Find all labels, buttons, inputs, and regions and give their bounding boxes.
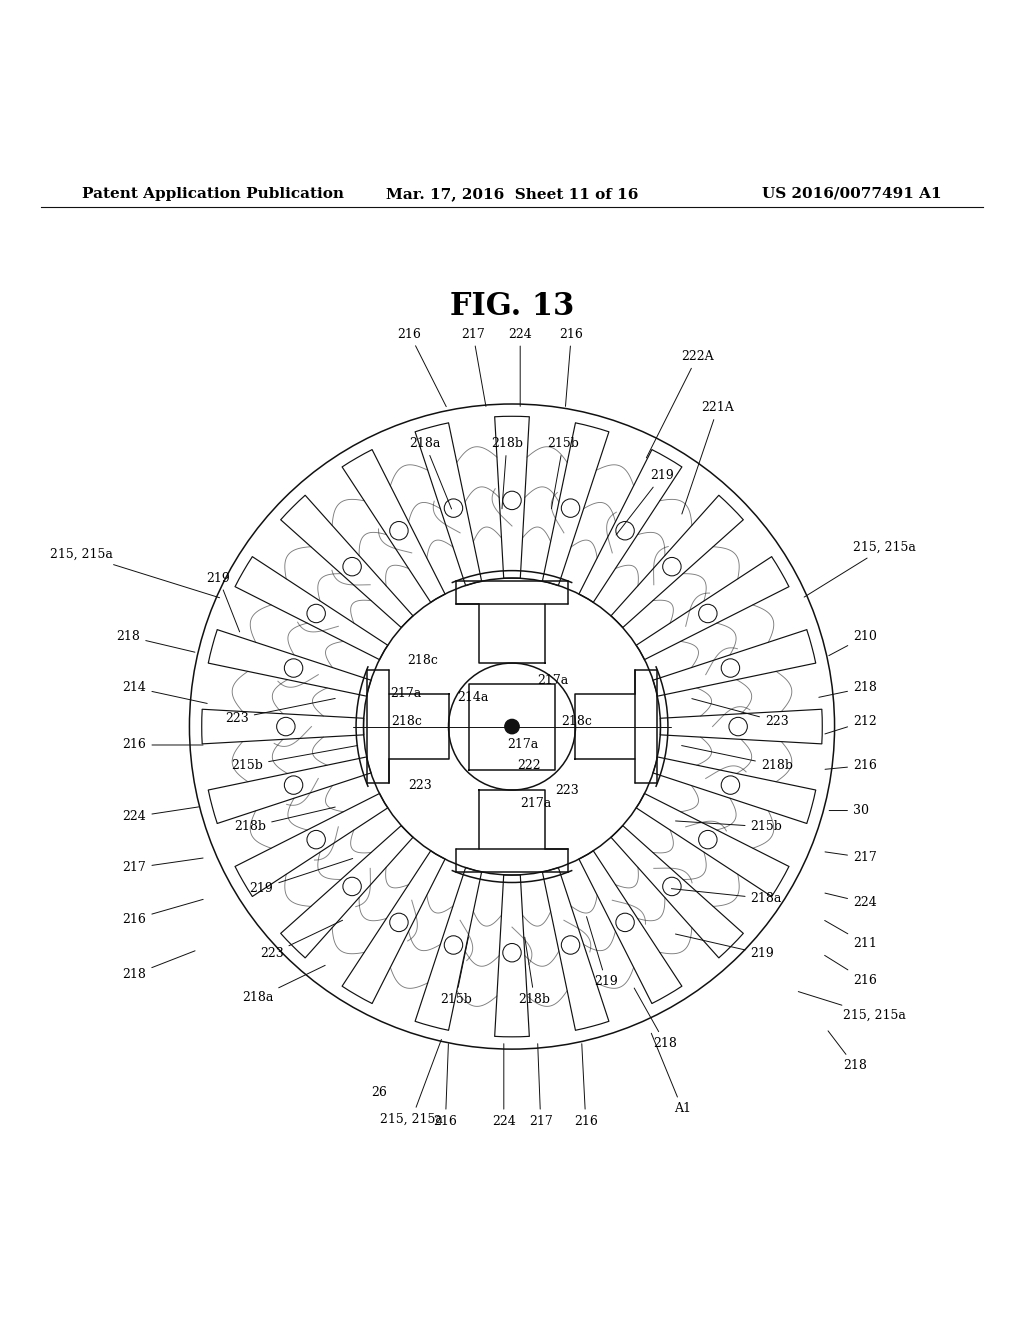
Text: 218a: 218a <box>672 888 782 906</box>
Circle shape <box>505 719 519 734</box>
Text: 26: 26 <box>371 1085 387 1098</box>
Text: 216: 216 <box>433 1044 458 1127</box>
Text: 216: 216 <box>123 899 203 925</box>
Text: 215b: 215b <box>547 437 580 508</box>
Text: 222A: 222A <box>646 350 714 458</box>
Text: 224: 224 <box>508 327 532 407</box>
Text: 211: 211 <box>824 920 877 950</box>
Text: 218c: 218c <box>408 653 438 667</box>
Text: 216: 216 <box>123 738 203 751</box>
Text: 218a: 218a <box>410 437 452 510</box>
Text: A1: A1 <box>651 1034 691 1115</box>
Text: 218b: 218b <box>490 437 523 508</box>
Text: 214: 214 <box>123 681 207 704</box>
Text: 217a: 217a <box>538 675 569 686</box>
Text: 218: 218 <box>117 630 195 652</box>
Text: 216: 216 <box>825 759 877 772</box>
Text: 218b: 218b <box>682 746 793 772</box>
Text: 219: 219 <box>250 858 352 895</box>
Text: 216: 216 <box>573 1044 598 1127</box>
Text: 217a: 217a <box>507 738 539 751</box>
Text: 215, 215a: 215, 215a <box>380 1039 443 1126</box>
Text: 223: 223 <box>409 779 432 792</box>
Text: 216: 216 <box>559 327 584 407</box>
Text: Mar. 17, 2016  Sheet 11 of 16: Mar. 17, 2016 Sheet 11 of 16 <box>386 187 638 201</box>
Text: 215b: 215b <box>676 821 782 833</box>
Text: 30: 30 <box>829 804 869 817</box>
Text: 218: 218 <box>634 989 677 1049</box>
Text: 218b: 218b <box>234 807 335 833</box>
Text: FIG. 13: FIG. 13 <box>450 292 574 322</box>
Text: 223: 223 <box>555 784 579 796</box>
Text: 212: 212 <box>825 715 877 734</box>
Text: 219: 219 <box>207 572 240 632</box>
Text: 224: 224 <box>492 1044 516 1127</box>
Text: 215, 215a: 215, 215a <box>799 991 905 1022</box>
Text: 218: 218 <box>828 1031 866 1072</box>
Text: 210: 210 <box>828 630 877 656</box>
Text: 217a: 217a <box>390 688 422 701</box>
Text: 216: 216 <box>397 327 446 407</box>
Text: 214a: 214a <box>458 692 488 705</box>
Text: 222: 222 <box>517 759 541 772</box>
Text: 217: 217 <box>123 858 203 874</box>
Text: 218: 218 <box>123 950 195 981</box>
Text: 215, 215a: 215, 215a <box>804 541 915 597</box>
Text: 223: 223 <box>225 698 335 725</box>
Text: 217a: 217a <box>520 797 552 810</box>
Text: 218: 218 <box>819 681 877 697</box>
Text: 218b: 218b <box>518 937 551 1006</box>
Text: 218c: 218c <box>561 715 592 727</box>
Text: 217: 217 <box>461 327 486 407</box>
Text: 223: 223 <box>692 698 788 727</box>
Text: 224: 224 <box>123 807 199 824</box>
Text: 218c: 218c <box>391 715 422 727</box>
Text: 215, 215a: 215, 215a <box>50 548 219 598</box>
Text: 215b: 215b <box>231 746 357 772</box>
Text: 217: 217 <box>825 851 877 865</box>
Text: 223: 223 <box>260 920 343 961</box>
Text: 216: 216 <box>824 956 877 987</box>
Text: Patent Application Publication: Patent Application Publication <box>82 187 344 201</box>
Text: 219: 219 <box>616 469 674 535</box>
Text: 219: 219 <box>676 935 774 961</box>
Text: 217: 217 <box>528 1044 553 1127</box>
Text: 219: 219 <box>587 916 618 989</box>
Text: US 2016/0077491 A1: US 2016/0077491 A1 <box>763 187 942 201</box>
Text: 224: 224 <box>825 894 877 909</box>
Text: 218a: 218a <box>242 965 326 1005</box>
Text: 215b: 215b <box>439 937 472 1006</box>
Text: 221A: 221A <box>682 401 734 513</box>
